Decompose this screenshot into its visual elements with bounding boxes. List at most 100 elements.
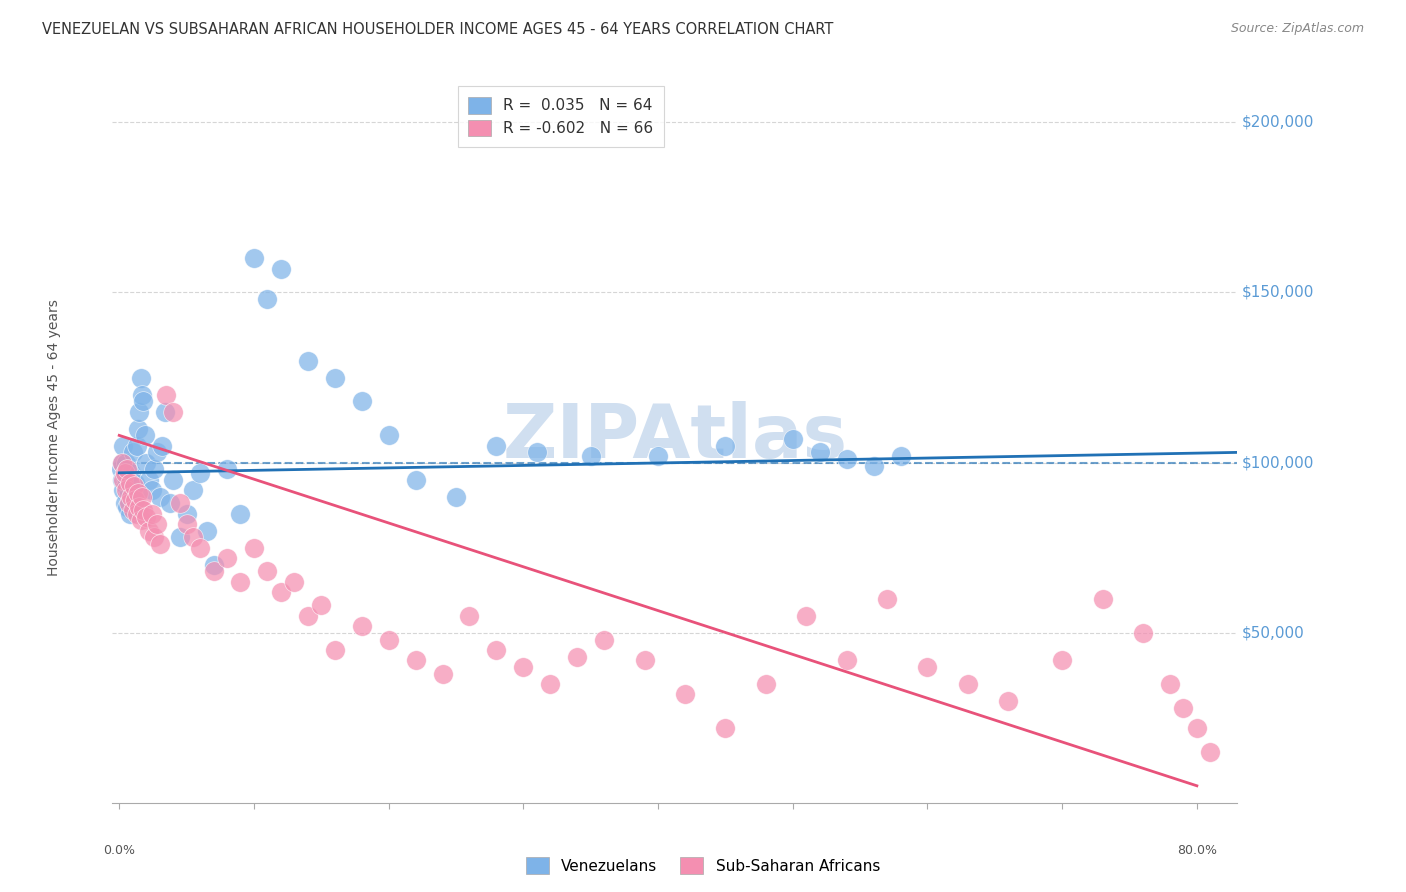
Point xyxy=(485,439,508,453)
Point xyxy=(111,456,134,470)
Point xyxy=(118,479,141,493)
Point xyxy=(124,493,146,508)
Point xyxy=(115,479,138,493)
Point xyxy=(110,462,132,476)
Point xyxy=(1199,745,1222,759)
Point xyxy=(169,531,191,545)
Point xyxy=(149,490,172,504)
Point xyxy=(1132,625,1154,640)
Point xyxy=(188,541,211,555)
Point xyxy=(121,445,143,459)
Point xyxy=(162,473,184,487)
Point xyxy=(202,565,225,579)
Point xyxy=(146,516,169,531)
Point xyxy=(835,452,858,467)
Point xyxy=(188,466,211,480)
Text: $200,000: $200,000 xyxy=(1241,115,1313,130)
Point xyxy=(808,445,831,459)
Point xyxy=(673,687,696,701)
Point xyxy=(117,462,139,476)
Point xyxy=(114,469,136,483)
Point xyxy=(377,428,399,442)
Point xyxy=(135,456,157,470)
Legend: Venezuelans, Sub-Saharan Africans: Venezuelans, Sub-Saharan Africans xyxy=(520,851,886,880)
Point xyxy=(714,439,737,453)
Point xyxy=(117,462,139,476)
Point xyxy=(117,496,139,510)
Point xyxy=(141,507,163,521)
Point xyxy=(134,428,156,442)
Point xyxy=(150,439,173,453)
Text: Source: ZipAtlas.com: Source: ZipAtlas.com xyxy=(1230,22,1364,36)
Point xyxy=(567,649,589,664)
Point xyxy=(256,293,278,307)
Point xyxy=(115,483,138,497)
Point xyxy=(146,445,169,459)
Point xyxy=(114,496,136,510)
Point xyxy=(323,370,346,384)
Point xyxy=(215,462,238,476)
Point xyxy=(323,642,346,657)
Point xyxy=(124,475,146,490)
Text: ZIPAtlas: ZIPAtlas xyxy=(502,401,848,474)
Point xyxy=(121,490,143,504)
Point xyxy=(181,483,204,497)
Text: $100,000: $100,000 xyxy=(1241,455,1313,470)
Text: Householder Income Ages 45 - 64 years: Householder Income Ages 45 - 64 years xyxy=(46,299,60,575)
Point xyxy=(122,479,145,493)
Point xyxy=(283,574,305,589)
Point xyxy=(889,449,911,463)
Point xyxy=(138,473,160,487)
Point xyxy=(526,445,548,459)
Point xyxy=(176,516,198,531)
Point xyxy=(169,496,191,510)
Point xyxy=(131,490,153,504)
Point xyxy=(997,694,1019,708)
Point xyxy=(195,524,218,538)
Point xyxy=(1159,677,1181,691)
Point xyxy=(129,370,152,384)
Point xyxy=(377,632,399,647)
Point xyxy=(432,666,454,681)
Point xyxy=(131,387,153,401)
Point xyxy=(243,541,266,555)
Point xyxy=(162,404,184,418)
Point xyxy=(155,387,177,401)
Point xyxy=(202,558,225,572)
Point xyxy=(153,404,176,418)
Text: 80.0%: 80.0% xyxy=(1177,844,1216,856)
Point xyxy=(485,642,508,657)
Text: $150,000: $150,000 xyxy=(1241,285,1313,300)
Point xyxy=(243,252,266,266)
Point xyxy=(1050,653,1073,667)
Point xyxy=(633,653,655,667)
Point xyxy=(121,503,143,517)
Point xyxy=(129,513,152,527)
Point xyxy=(956,677,979,691)
Point xyxy=(444,490,467,504)
Point xyxy=(297,353,319,368)
Point xyxy=(229,507,252,521)
Point xyxy=(405,653,427,667)
Point xyxy=(115,456,138,470)
Point xyxy=(1091,591,1114,606)
Point xyxy=(862,458,884,473)
Point xyxy=(120,466,142,480)
Point xyxy=(270,261,292,276)
Point xyxy=(127,421,149,435)
Point xyxy=(215,550,238,565)
Point xyxy=(256,565,278,579)
Point xyxy=(876,591,898,606)
Point xyxy=(782,432,804,446)
Point xyxy=(270,585,292,599)
Point xyxy=(593,632,616,647)
Point xyxy=(405,473,427,487)
Point xyxy=(117,473,139,487)
Point xyxy=(149,537,172,551)
Point xyxy=(128,500,150,514)
Point xyxy=(579,449,602,463)
Point xyxy=(714,721,737,735)
Point xyxy=(350,619,373,633)
Point xyxy=(794,608,817,623)
Point xyxy=(120,490,142,504)
